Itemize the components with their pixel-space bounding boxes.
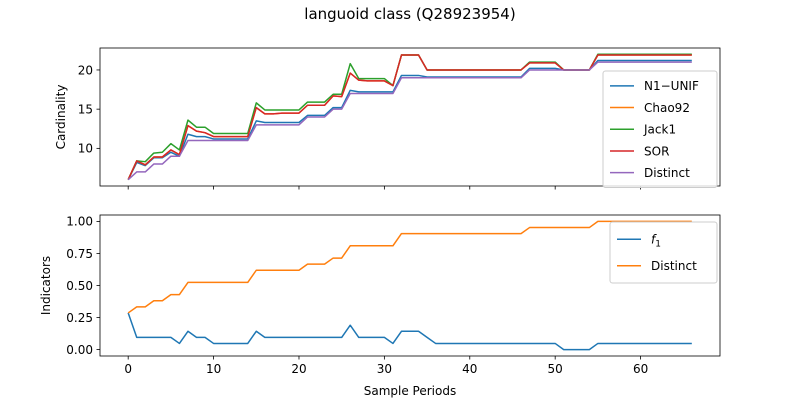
legend-label-0-0: N1−UNIF <box>644 79 699 93</box>
y-axis-label-1: Indicators <box>39 256 53 315</box>
x-tick-label-1-4: 40 <box>462 362 477 376</box>
series-line-0-0 <box>127 59 692 181</box>
legend-label-1-0: f1 <box>651 233 661 250</box>
series-line-1-1 <box>127 220 692 314</box>
legend-label-1-1: Distinct <box>651 259 697 273</box>
x-axis-label-1: Sample Periods <box>364 384 456 398</box>
axes-frame-0 <box>99 47 721 187</box>
x-tick-label-1-1: 10 <box>206 362 221 376</box>
x-tick-label-1-3: 30 <box>377 362 392 376</box>
legend-label-0-2: Jack1 <box>643 123 676 137</box>
series-line-0-3 <box>127 54 692 181</box>
indicators-panel: 0 10 20 30 40 50 60 0.00 0.25 0.50 0.75 1.00 Indicat… <box>39 214 721 398</box>
series-line-0-4 <box>127 61 692 181</box>
x-tick-label-1-5: 50 <box>548 362 563 376</box>
y-tick-label-1-4: 1.00 <box>66 215 93 229</box>
y-tick-label-0-1: 15 <box>78 102 93 116</box>
y-tick-label-1-1: 0.25 <box>66 311 93 325</box>
legend-label-0-4: Distinct <box>644 166 690 180</box>
x-tick-label-1-0: 0 <box>124 362 132 376</box>
y-tick-label-1-0: 0.00 <box>66 343 93 357</box>
series-line-1-0 <box>127 312 692 351</box>
legend-box-0 <box>602 70 718 188</box>
x-tick-label-1-6: 60 <box>633 362 648 376</box>
legend-box-1 <box>609 221 718 284</box>
cardinality-panel: 10 15 20 Cardinality N1−UNIF Chao92 Jack1 SOR Di… <box>54 47 721 190</box>
x-tick-label-1-2: 20 <box>291 362 306 376</box>
legend-label-0-3: SOR <box>644 144 669 158</box>
figure-title: languoid class (Q28923954) <box>304 5 515 23</box>
y-tick-label-1-3: 0.75 <box>66 247 93 261</box>
y-tick-label-0-0: 10 <box>78 142 93 156</box>
legend-label-0-1: Chao92 <box>644 101 690 115</box>
y-tick-label-1-2: 0.50 <box>66 279 93 293</box>
y-tick-label-0-2: 20 <box>78 63 93 77</box>
y-axis-label-0: Cardinality <box>54 85 68 150</box>
